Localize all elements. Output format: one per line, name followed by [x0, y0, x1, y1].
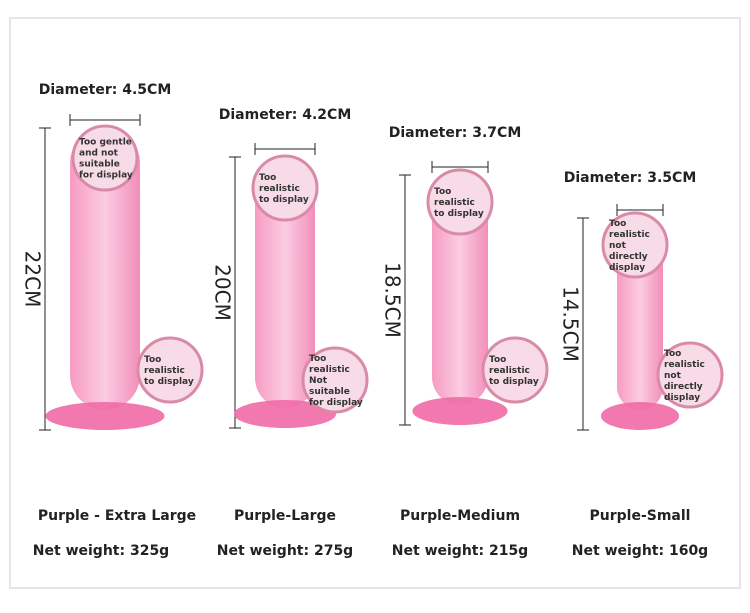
note-text: Too gentle and not suitable for display	[79, 137, 133, 180]
note-circle	[301, 346, 369, 414]
diameter-label: Diameter: 3.5CM	[564, 170, 697, 186]
net-weight: Net weight: 275g	[217, 543, 353, 559]
note-text: Too realistic not directly display	[609, 219, 650, 273]
note-circle	[656, 341, 724, 409]
height-label: 14.5CM	[559, 286, 583, 362]
product-base	[600, 402, 680, 430]
product-name: Purple-Medium	[400, 508, 520, 524]
product-name: Purple-Large	[234, 508, 336, 524]
product-name: Purple-Small	[590, 508, 691, 524]
note-text: Too realistic to display	[434, 187, 484, 219]
note-text: Too realistic not directly display	[664, 349, 705, 403]
frame	[9, 17, 741, 589]
note-circle	[481, 336, 549, 404]
note-circle	[426, 168, 494, 236]
note-text: Too realistic to display	[144, 355, 194, 387]
net-weight: Net weight: 215g	[392, 543, 528, 559]
height-label: 18.5CM	[381, 262, 405, 338]
product-silhouette	[432, 175, 488, 405]
height-label: 22CM	[21, 251, 45, 308]
height-label: 20CM	[211, 264, 235, 321]
product-name: Purple - Extra Large	[38, 508, 196, 524]
note-text: Too realistic to display	[489, 355, 539, 387]
note-circle	[601, 211, 669, 279]
note-text: Too realistic to display	[259, 173, 309, 205]
note-circle	[71, 124, 139, 192]
net-weight: Net weight: 325g	[33, 543, 169, 559]
diameter-label: Diameter: 4.5CM	[39, 82, 172, 98]
product-silhouette	[255, 157, 315, 408]
net-weight: Net weight: 160g	[572, 543, 708, 559]
product-base	[234, 400, 336, 428]
product-base	[45, 402, 165, 430]
note-circle	[251, 154, 319, 222]
note-text: Too realistic Not suitable for display	[309, 354, 363, 408]
diameter-label: Diameter: 4.2CM	[219, 107, 352, 123]
diameter-label: Diameter: 3.7CM	[389, 125, 522, 141]
product-base	[412, 397, 508, 425]
note-circle	[136, 336, 204, 404]
product-silhouette	[70, 128, 140, 410]
